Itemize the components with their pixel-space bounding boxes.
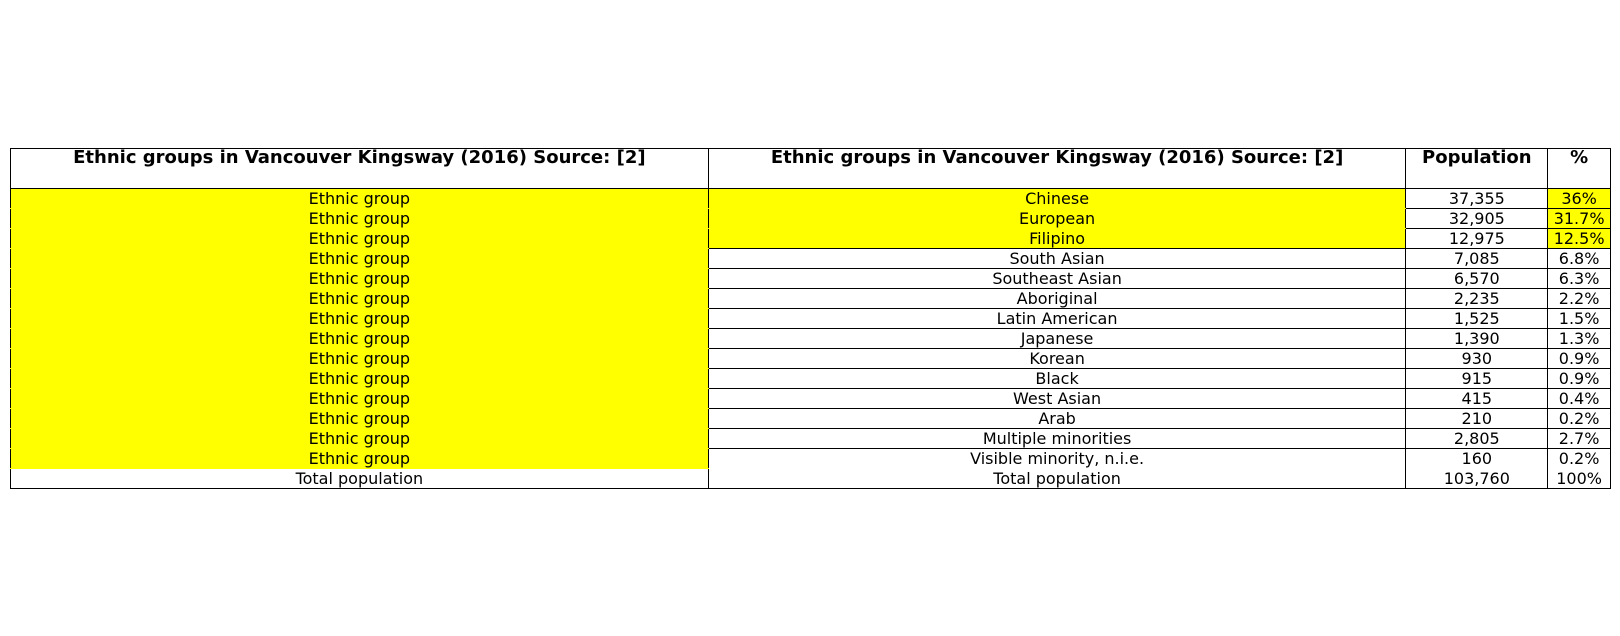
ethnic-group-cell: Total population [707, 468, 1407, 489]
ethnic-group-cell: Latin American [707, 308, 1407, 329]
percent-cell: 12.5% [1547, 228, 1611, 249]
ethnic-group-cell: West Asian [707, 388, 1407, 409]
group-cell: Ethnic group [10, 328, 709, 349]
ethnic-group-cell: Visible minority, n.i.e. [707, 448, 1407, 469]
percent-cell: 100% [1547, 468, 1611, 489]
table-row: Ethnic group European 32,905 31.7% [10, 208, 1611, 229]
ethnic-group-cell: Filipino [707, 228, 1407, 249]
percent-cell: 36% [1547, 188, 1611, 209]
header-group: Ethnic groups in Vancouver Kingsway (201… [10, 148, 709, 189]
percent-cell: 1.5% [1547, 308, 1611, 329]
ethnic-groups-table: Ethnic groups in Vancouver Kingsway (201… [10, 148, 1611, 489]
table-row: Ethnic group West Asian 415 0.4% [10, 388, 1611, 409]
percent-cell: 0.2% [1547, 408, 1611, 429]
group-cell: Ethnic group [10, 448, 709, 469]
group-cell: Ethnic group [10, 388, 709, 409]
percent-cell: 2.7% [1547, 428, 1611, 449]
table-row: Ethnic group Korean 930 0.9% [10, 348, 1611, 369]
table-row: Ethnic group Aboriginal 2,235 2.2% [10, 288, 1611, 309]
table-row: Ethnic group Southeast Asian 6,570 6.3% [10, 268, 1611, 289]
ethnic-group-cell: European [707, 208, 1407, 229]
percent-cell: 1.3% [1547, 328, 1611, 349]
population-cell: 37,355 [1405, 188, 1549, 209]
population-cell: 930 [1405, 348, 1549, 369]
header-row: Ethnic groups in Vancouver Kingsway (201… [10, 148, 1611, 189]
group-cell: Ethnic group [10, 268, 709, 289]
table-row: Ethnic group Black 915 0.9% [10, 368, 1611, 389]
percent-cell: 6.3% [1547, 268, 1611, 289]
group-cell: Ethnic group [10, 228, 709, 249]
percent-cell: 0.9% [1547, 348, 1611, 369]
group-cell: Ethnic group [10, 188, 709, 209]
ethnic-group-cell: Arab [707, 408, 1407, 429]
group-cell: Ethnic group [10, 428, 709, 449]
population-cell: 915 [1405, 368, 1549, 389]
population-cell: 415 [1405, 388, 1549, 409]
percent-cell: 6.8% [1547, 248, 1611, 269]
ethnic-group-cell: Black [707, 368, 1407, 389]
population-cell: 2,235 [1405, 288, 1549, 309]
population-cell: 7,085 [1405, 248, 1549, 269]
table-row: Ethnic group Japanese 1,390 1.3% [10, 328, 1611, 349]
table-row: Total population Total population 103,760 1… [10, 468, 1611, 489]
population-cell: 32,905 [1405, 208, 1549, 229]
ethnic-group-cell: Aboriginal [707, 288, 1407, 309]
population-cell: 1,390 [1405, 328, 1549, 349]
population-cell: 12,975 [1405, 228, 1549, 249]
table-body: Ethnic group Chinese 37,355 36% Ethnic group… [10, 188, 1611, 489]
population-cell: 103,760 [1405, 468, 1549, 489]
percent-cell: 0.4% [1547, 388, 1611, 409]
group-cell: Ethnic group [10, 288, 709, 309]
percent-cell: 0.9% [1547, 368, 1611, 389]
population-cell: 160 [1405, 448, 1549, 469]
ethnic-group-cell: Multiple minorities [707, 428, 1407, 449]
table-row: Ethnic group Chinese 37,355 36% [10, 188, 1611, 209]
population-cell: 2,805 [1405, 428, 1549, 449]
table-row: Ethnic group South Asian 7,085 6.8% [10, 248, 1611, 269]
table-row: Ethnic group Visible minority, n.i.e. 160 0… [10, 448, 1611, 469]
percent-cell: 0.2% [1547, 448, 1611, 469]
table-row: Ethnic group Arab 210 0.2% [10, 408, 1611, 429]
group-cell: Ethnic group [10, 308, 709, 329]
group-cell: Ethnic group [10, 208, 709, 229]
group-cell: Ethnic group [10, 368, 709, 389]
table-row: Ethnic group Multiple minorities 2,805 2.7% [10, 428, 1611, 449]
header-percent: % [1547, 148, 1611, 189]
ethnic-group-cell: Southeast Asian [707, 268, 1407, 289]
header-ethnic-group: Ethnic groups in Vancouver Kingsway (201… [707, 148, 1407, 189]
ethnic-group-cell: Japanese [707, 328, 1407, 349]
group-cell: Total population [10, 468, 709, 489]
ethnic-group-cell: Korean [707, 348, 1407, 369]
header-population: Population [1405, 148, 1549, 189]
table-row: Ethnic group Filipino 12,975 12.5% [10, 228, 1611, 249]
ethnic-group-cell: South Asian [707, 248, 1407, 269]
population-cell: 210 [1405, 408, 1549, 429]
table-row: Ethnic group Latin American 1,525 1.5% [10, 308, 1611, 329]
percent-cell: 2.2% [1547, 288, 1611, 309]
percent-cell: 31.7% [1547, 208, 1611, 229]
group-cell: Ethnic group [10, 248, 709, 269]
group-cell: Ethnic group [10, 348, 709, 369]
population-cell: 6,570 [1405, 268, 1549, 289]
ethnic-group-cell: Chinese [707, 188, 1407, 209]
population-cell: 1,525 [1405, 308, 1549, 329]
group-cell: Ethnic group [10, 408, 709, 429]
